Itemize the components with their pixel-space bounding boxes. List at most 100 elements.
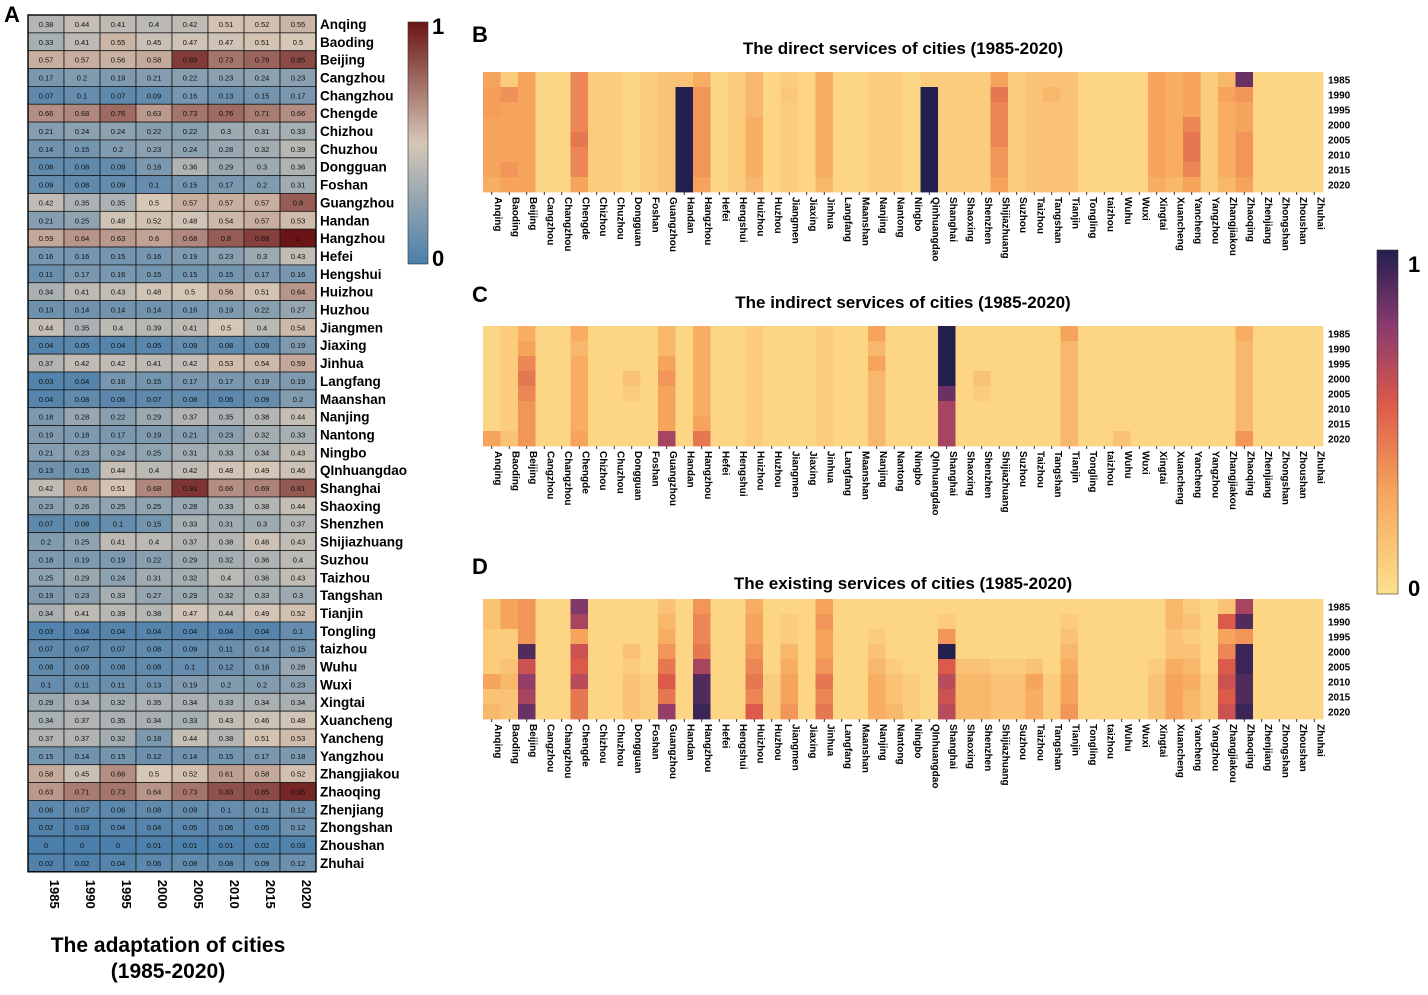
cell-b-cangzhou-1990 <box>535 87 554 103</box>
cell-b-jiaxing-2015 <box>798 162 816 178</box>
cell-label-foshan-2010: 0.17 <box>219 181 234 190</box>
cell-b-cangzhou-2000 <box>535 117 554 133</box>
cell-label-tongling-2005: 0.04 <box>183 627 198 636</box>
cell-b-hefei-2005 <box>710 132 729 148</box>
cell-b-jinhua-2005 <box>815 132 834 148</box>
cell-label-guangzhou-1995: 0.35 <box>111 198 126 207</box>
cell-label-dongguan-1990: 0.08 <box>75 163 90 172</box>
row-label-maanshan: Maanshan <box>320 392 386 407</box>
cell-b-nantong-2005 <box>885 132 904 148</box>
cell-b-shanghai-2000 <box>938 117 956 133</box>
panel-d-city-foshan: Foshan <box>649 724 660 760</box>
cell-label-zhaoqing-1990: 0.71 <box>75 787 90 796</box>
cell-label-shenzhen-1985: 0.07 <box>39 520 54 529</box>
cell-label-chengde-2020: 0.66 <box>291 109 306 118</box>
cell-b-suzhou-2010 <box>1008 147 1026 163</box>
cell-label-handan-1990: 0.25 <box>75 216 90 225</box>
cell-c-jinhua-1995 <box>815 356 834 372</box>
cell-b-shenzhen-2005 <box>973 132 991 148</box>
cell-d-guangzhou-2000 <box>658 644 676 660</box>
panel-c-city-zhenjiang: Zhenjiang <box>1262 451 1273 498</box>
cell-c-suzhou-2010 <box>1008 401 1026 417</box>
cell-b-yangzhou-1990 <box>1200 87 1219 103</box>
cell-label-yancheng-2015: 0.51 <box>255 734 270 743</box>
cell-label-hangzhou-2015: 0.88 <box>255 234 270 243</box>
cell-label-zhenjiang-1995: 0.06 <box>111 805 126 814</box>
cell-d-jiaxing-2000 <box>798 644 816 660</box>
cell-label-zhoushan-2000: 0.01 <box>147 841 162 850</box>
panel-b-year-2005: 2005 <box>1328 136 1351 147</box>
cell-c-baoding-2000 <box>500 371 519 387</box>
cell-d-ningbo-2015 <box>903 689 921 705</box>
cell-b-qinhuangdao-1995 <box>920 102 939 118</box>
cell-b-taizhou-2000 <box>1025 117 1044 133</box>
cell-b-hangzhou-1995 <box>693 102 711 118</box>
cell-label-tianjin-2005: 0.47 <box>183 609 198 618</box>
cell-d-shenzhen-1985 <box>973 599 991 615</box>
cell-label-maanshan-1990: 0.08 <box>75 395 90 404</box>
cell-c-zhoushan-1995 <box>1288 356 1306 372</box>
panel-d-city-zhenjiang: Zhenjiang <box>1262 724 1273 771</box>
cell-b-langfang-1995 <box>833 102 851 118</box>
cell-b-zhangjiakou-2020 <box>1218 177 1236 193</box>
cell-label-changzhou-2000: 0.09 <box>147 91 162 100</box>
cell-c-hefei-2005 <box>710 386 729 402</box>
panel-c-city-tianjin: Tianjin <box>1069 451 1080 483</box>
cell-d-guangzhou-1995 <box>658 629 676 645</box>
cell-c-huizhou-1990 <box>745 341 764 357</box>
cell-d-langfang-1990 <box>833 614 851 630</box>
cell-b-beijing-1985 <box>518 72 536 88</box>
cell-label-zhangjiakou-2000: 0.5 <box>149 770 159 779</box>
cell-label-taizhou-1990: 0.07 <box>75 645 90 654</box>
cell-c-yangzhou-2005 <box>1200 386 1219 402</box>
cell-b-ningbo-2005 <box>903 132 921 148</box>
cell-b-suzhou-2005 <box>1008 132 1026 148</box>
cell-label-nantong-2020: 0.33 <box>291 430 306 439</box>
cell-c-yancheng-2020 <box>1183 431 1201 447</box>
cell-c-xingtai-1985 <box>1148 326 1166 342</box>
cell-b-qinhuangdao-1985 <box>920 72 939 88</box>
row-label-xingtai: Xingtai <box>320 695 365 710</box>
panel-d-city-chuzhou: Chuzhou <box>614 724 625 767</box>
panel-a-title-line1: The adaptation of cities <box>51 934 286 957</box>
panel-d-city-ningbo: Ningbo <box>912 724 923 758</box>
panel-c-city-huzhou: Huzhou <box>772 451 783 488</box>
cell-d-langfang-2005 <box>833 659 851 675</box>
cell-label-changzhou-2020: 0.17 <box>291 91 306 100</box>
panel-c-city-chuzhou: Chuzhou <box>614 451 625 494</box>
cell-c-hefei-2000 <box>710 371 729 387</box>
cell-label-shanghai-2005: 0.91 <box>183 484 198 493</box>
cell-label-hangzhou-1990: 0.64 <box>75 234 90 243</box>
cell-label-langfang-2010: 0.17 <box>219 377 234 386</box>
cell-b-chuzhou-2005 <box>605 132 624 148</box>
cell-label-anqing-2000: 0.4 <box>149 20 159 29</box>
cell-c-anqing-1990 <box>483 341 501 357</box>
cell-d-tongling-1995 <box>1078 629 1096 645</box>
cell-label-wuxi-1985: 0.1 <box>41 680 51 689</box>
cell-c-dongguan-2000 <box>623 371 641 387</box>
panel-b-city-chengde: Chengde <box>579 197 590 240</box>
cell-d-huzhou-2015 <box>763 689 781 705</box>
cell-d-ningbo-2000 <box>903 644 921 660</box>
cell-d-zhoushan-1995 <box>1288 629 1306 645</box>
cell-b-wuhu-1995 <box>1113 102 1131 118</box>
cell-label-nanjing-1995: 0.22 <box>111 413 126 422</box>
panel-b-city-chuzhou: Chuzhou <box>614 197 625 240</box>
cell-b-cangzhou-2015 <box>535 162 554 178</box>
cell-d-jinhua-1995 <box>815 629 834 645</box>
cell-c-nanjing-1995 <box>868 356 886 372</box>
cell-d-nanjing-2010 <box>868 674 886 690</box>
cell-c-baoding-1995 <box>500 356 519 372</box>
cell-b-foshan-2000 <box>640 117 659 133</box>
cell-label-taizhou-2015: 0.36 <box>255 573 270 582</box>
cell-c-shanghai-2000 <box>938 371 956 387</box>
cell-b-zhoushan-2020 <box>1288 177 1306 193</box>
cell-c-wuxi-1985 <box>1130 326 1149 342</box>
cell-d-zhaoqing-2000 <box>1235 644 1254 660</box>
cell-d-jinhua-2005 <box>815 659 834 675</box>
cell-label-taizhou-2010: 0.11 <box>219 645 233 654</box>
cell-d-jinhua-2015 <box>815 689 834 705</box>
cell-c-zhaoqing-2010 <box>1235 401 1254 417</box>
cell-c-baoding-1990 <box>500 341 519 357</box>
